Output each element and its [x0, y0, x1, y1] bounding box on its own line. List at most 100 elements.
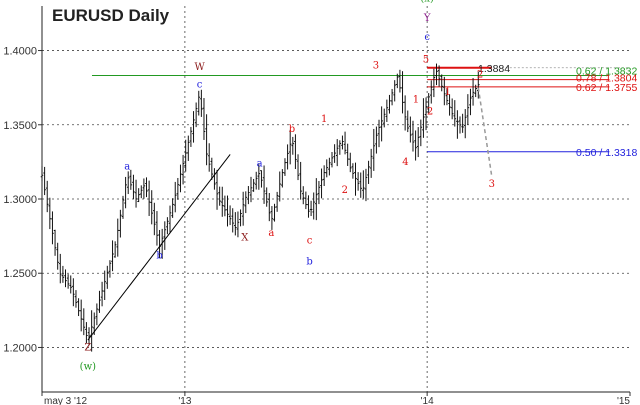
- price-bar: [98, 290, 101, 313]
- price-bar: [74, 290, 78, 308]
- price-bar: [142, 178, 146, 199]
- wave-label: b: [306, 256, 312, 267]
- price-bar: [40, 166, 44, 182]
- price-bar: [64, 269, 67, 288]
- price-bar: [315, 178, 318, 221]
- price-bar: [113, 241, 117, 258]
- price-bar: [61, 265, 65, 283]
- y-tick-label: 1.2500: [3, 268, 37, 280]
- wave-label: Y: [423, 13, 431, 24]
- price-bar: [231, 208, 235, 233]
- wave-label: 2: [477, 69, 483, 80]
- price-bar: [267, 192, 271, 222]
- price-bar: [359, 172, 363, 198]
- price-bar: [53, 229, 57, 256]
- level-label: 0.62 / 1.3755: [576, 82, 637, 94]
- price-bar: [48, 197, 52, 230]
- price-bar: [69, 275, 73, 294]
- wave-label: b: [289, 124, 295, 135]
- price-bar: [273, 203, 276, 222]
- price-bar: [163, 221, 167, 250]
- wave-label: 5: [423, 54, 429, 65]
- price-bar: [362, 170, 365, 199]
- price-bar: [380, 106, 383, 142]
- wave-label: 2: [427, 106, 433, 117]
- price-bar: [367, 160, 370, 184]
- price-bar: [406, 110, 410, 133]
- price-bar: [372, 128, 376, 171]
- price-bar: [215, 169, 219, 210]
- price-bar: [288, 129, 292, 165]
- wave-label: a: [124, 161, 130, 172]
- price-bar: [333, 144, 336, 163]
- price-bar: [153, 202, 156, 236]
- price-bar: [150, 190, 154, 225]
- price-bar: [458, 116, 462, 134]
- price-bar: [354, 162, 357, 196]
- price-bar: [252, 178, 255, 192]
- wave-label: c: [307, 236, 313, 247]
- price-bar: [369, 148, 373, 178]
- price-bar: [419, 119, 423, 147]
- price-bar: [181, 154, 185, 185]
- price-bar: [469, 88, 472, 116]
- price-bar: [330, 152, 334, 168]
- price-bar: [375, 126, 378, 154]
- price-bar: [51, 211, 54, 245]
- price-bar: [396, 73, 399, 89]
- price-bar: [197, 90, 201, 116]
- wave-label: c: [424, 32, 430, 43]
- price-bar: [247, 186, 250, 205]
- price-bar: [424, 97, 428, 131]
- price-bar: [137, 188, 140, 203]
- price-bar: [77, 298, 80, 317]
- x-tick-label: '15: [617, 396, 630, 405]
- price-bar: [401, 71, 404, 114]
- y-tick-label: 1.3500: [3, 120, 37, 132]
- wave-label: 1: [413, 95, 419, 106]
- price-bar: [194, 102, 198, 128]
- level-label: 0.62 / 1.3832: [576, 65, 637, 77]
- price-bar: [403, 95, 407, 131]
- price-bar: [236, 211, 240, 238]
- price-bar: [432, 68, 436, 98]
- price-bar: [72, 278, 75, 307]
- wave-label: 2: [342, 185, 348, 196]
- price-bar: [257, 164, 261, 190]
- price-bar: [338, 140, 342, 155]
- price-bar: [265, 187, 268, 207]
- price-bar: [461, 113, 464, 133]
- price-bar: [132, 174, 135, 200]
- wave-label: 3: [489, 179, 495, 190]
- price-bar: [463, 109, 467, 139]
- price-bar: [119, 209, 122, 238]
- price-bar: [414, 130, 417, 161]
- price-bar: [56, 242, 59, 270]
- price-bar: [126, 171, 130, 195]
- price-bar: [364, 168, 368, 202]
- level-label: 0.50 / 1.3318: [576, 147, 637, 159]
- price-bar: [226, 195, 229, 227]
- price-bar: [220, 186, 224, 217]
- price-bar: [207, 143, 211, 172]
- price-bar: [87, 327, 91, 345]
- price-bar: [429, 80, 433, 104]
- price-bar: [286, 144, 289, 170]
- price-bar: [304, 191, 308, 210]
- line-layer: [87, 87, 493, 341]
- price-bar: [283, 158, 287, 176]
- price-bar: [448, 94, 451, 116]
- price-bar: [320, 168, 323, 199]
- price-bar: [58, 253, 62, 284]
- price-bar: [398, 69, 402, 93]
- price-bar: [343, 131, 347, 155]
- wave-label: 3: [373, 60, 379, 71]
- price-bar: [179, 164, 182, 193]
- price-bar: [228, 205, 232, 226]
- price-bar: [356, 172, 360, 191]
- price-bar: [244, 191, 248, 214]
- price-bar: [210, 157, 214, 180]
- price-bar: [453, 100, 457, 127]
